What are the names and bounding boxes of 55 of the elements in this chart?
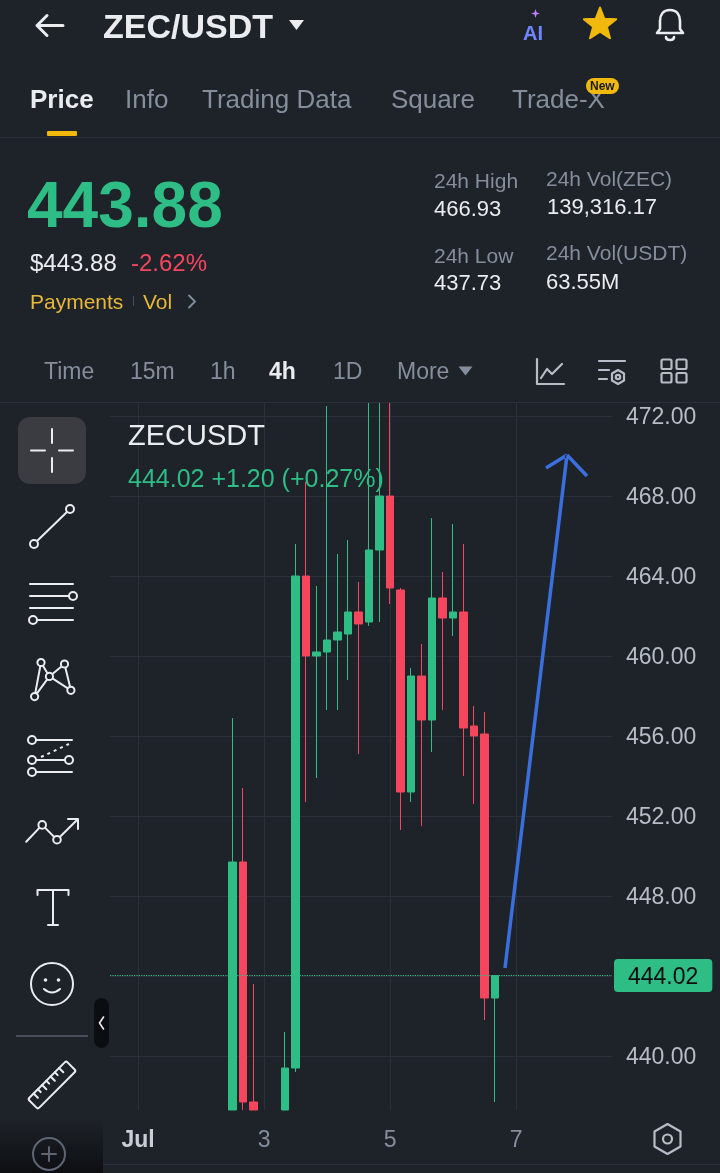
text: New xyxy=(586,78,619,94)
candlestick xyxy=(449,523,457,637)
text: 24h High xyxy=(434,169,519,192)
text: 437.73 xyxy=(434,270,502,295)
candlestick xyxy=(333,553,342,711)
y-tick-label: 472.00 xyxy=(626,403,697,429)
y-tick-label: 464.00 xyxy=(626,563,697,589)
text: AI xyxy=(523,22,543,44)
text: Payments xyxy=(30,290,124,313)
x-tick-label: 3 xyxy=(257,1125,271,1152)
ref-line-label: 444.02 xyxy=(628,962,699,989)
candlestick xyxy=(396,587,405,831)
text: -2.62% xyxy=(131,249,208,276)
text: Trading Data xyxy=(202,84,352,114)
text: 466.93 xyxy=(434,196,502,221)
candlestick xyxy=(386,401,394,605)
x-tick-label: 5 xyxy=(383,1125,397,1152)
candlestick xyxy=(459,543,468,777)
candlestick xyxy=(354,581,363,755)
text: 1D xyxy=(333,358,363,384)
text: $443.88 xyxy=(30,249,117,276)
text: Price xyxy=(30,84,94,114)
y-tick-label: 456.00 xyxy=(626,723,697,749)
candlestick xyxy=(407,667,415,803)
candlestick xyxy=(312,585,321,779)
text: ZECUSDT xyxy=(128,418,266,451)
candlestick xyxy=(417,643,426,827)
y-tick-label: 448.00 xyxy=(626,883,697,909)
text: 1h xyxy=(210,358,236,384)
text: 139,316.17 xyxy=(547,194,658,219)
text: 24h Vol(ZEC) xyxy=(546,167,673,190)
text: 24h Vol(USDT) xyxy=(546,241,688,264)
x-tick-label: Jul xyxy=(121,1125,155,1152)
candlestick xyxy=(281,1031,289,1111)
text: Info xyxy=(125,84,169,114)
y-tick-label: 452.00 xyxy=(626,803,697,829)
x-tick-label: 7 xyxy=(509,1125,523,1152)
y-tick-label: 440.00 xyxy=(626,1043,697,1069)
candlestick xyxy=(470,705,478,805)
candlestick xyxy=(480,711,489,1021)
text: Square xyxy=(391,84,475,114)
text: 443.88 xyxy=(27,169,223,241)
candlestick xyxy=(428,517,436,753)
text: 24h Low xyxy=(434,244,514,267)
candlestick xyxy=(438,571,447,711)
text: 63.55M xyxy=(546,269,620,294)
y-tick-label: 460.00 xyxy=(626,643,697,669)
text: ZEC/USDT xyxy=(103,7,273,45)
y-tick-label: 468.00 xyxy=(626,483,697,509)
text: 15m xyxy=(130,358,175,384)
text: Time xyxy=(44,358,95,384)
text: More xyxy=(397,358,450,384)
candlestick xyxy=(344,539,352,681)
text: Vol xyxy=(143,290,173,313)
text: 4h xyxy=(269,358,296,384)
